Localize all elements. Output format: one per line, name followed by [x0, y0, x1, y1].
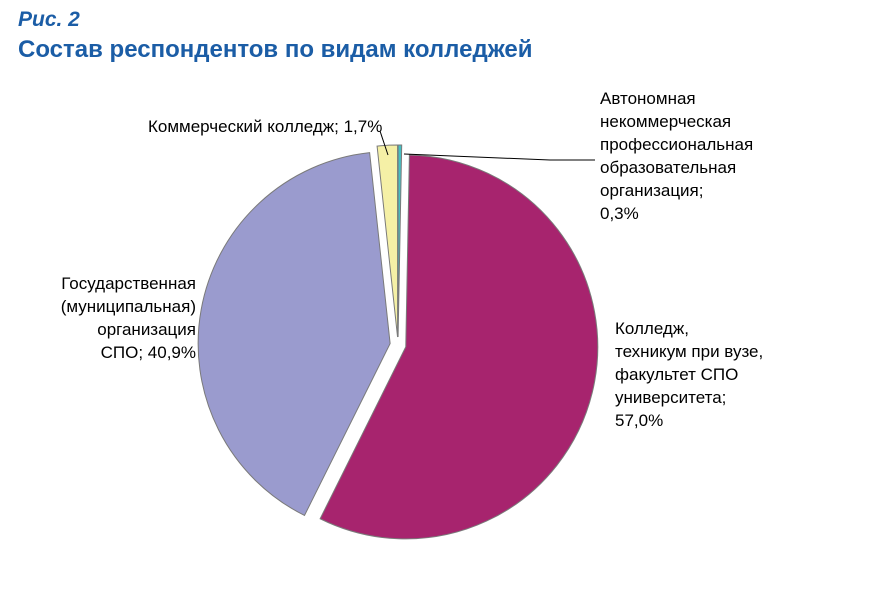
label-commercial: Коммерческий колледж; 1,7%	[148, 116, 398, 139]
slice-auton	[398, 145, 402, 337]
label-autonomous: Автономнаянекоммерческаяпрофессиональная…	[600, 88, 860, 226]
label-university: Колледж,техникум при вузе,факультет СПОу…	[615, 318, 865, 433]
label-state: Государственная(муниципальная)организаци…	[16, 273, 196, 365]
